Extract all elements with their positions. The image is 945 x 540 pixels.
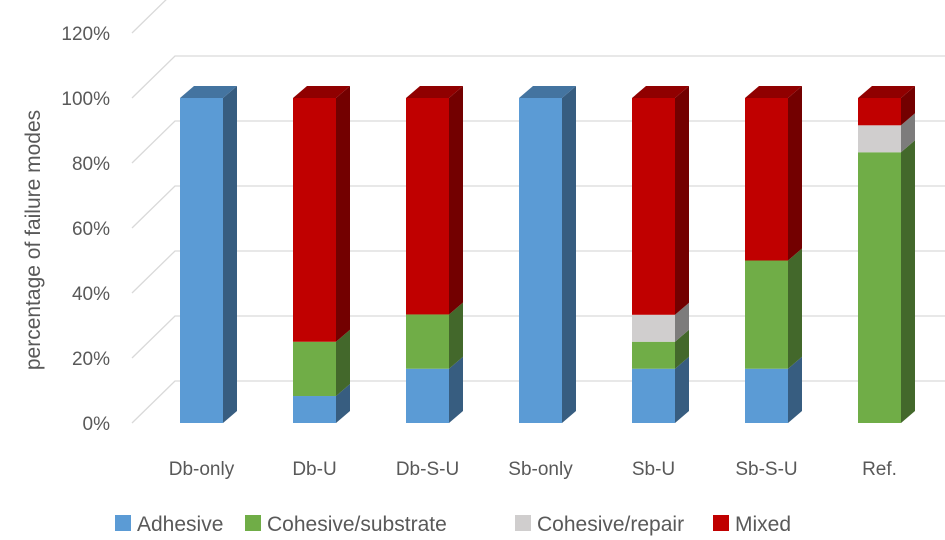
bar-side xyxy=(788,356,802,423)
bar-front xyxy=(745,98,788,261)
bar-segment xyxy=(293,329,350,397)
legend-item: Mixed xyxy=(713,513,791,536)
bar-segment xyxy=(858,113,915,153)
legend-swatch xyxy=(245,515,261,531)
bar-front xyxy=(632,314,675,342)
x-tick-label: Db-S-U xyxy=(396,459,459,480)
bar-segment xyxy=(632,329,689,369)
bar-front xyxy=(858,125,901,153)
legend-label: Mixed xyxy=(735,513,791,536)
bar-segment xyxy=(632,356,689,423)
bar-front xyxy=(406,368,449,423)
y-tick-label: 0% xyxy=(83,414,111,435)
bar-front xyxy=(745,260,788,369)
bar-top xyxy=(293,86,350,98)
legend-item: Adhesive xyxy=(115,513,223,536)
legend-label: Cohesive/repair xyxy=(537,513,684,536)
y-axis-title: percentage of failure modes xyxy=(22,110,45,370)
y-tick-label: 60% xyxy=(72,219,110,240)
bar-front xyxy=(293,98,336,342)
y-tick-labels: 0% 20% 40% 60% 80% 100% 120% xyxy=(61,24,110,435)
gridline xyxy=(131,55,945,99)
bar-segment xyxy=(745,86,802,261)
x-tick-label: Db-only xyxy=(169,459,235,480)
bar-side xyxy=(675,356,689,423)
x-tick-label: Db-U xyxy=(292,459,336,480)
legend-swatch xyxy=(713,515,729,531)
bar-segment xyxy=(745,356,802,423)
bar-segment xyxy=(632,86,689,315)
bar-front xyxy=(632,98,675,315)
bar-segment xyxy=(180,86,237,423)
bar-front xyxy=(519,98,562,423)
legend-item: Cohesive/repair xyxy=(515,513,684,536)
bar-segment xyxy=(745,248,802,369)
bar-front xyxy=(632,368,675,423)
bar-front xyxy=(632,341,675,369)
bar-segment xyxy=(858,140,915,423)
bar-front xyxy=(406,314,449,369)
bar-side xyxy=(675,302,689,342)
bar-side xyxy=(901,113,915,153)
bar-side xyxy=(449,356,463,423)
bar-side xyxy=(562,86,576,423)
bar-front xyxy=(406,98,449,315)
bar-side xyxy=(449,86,463,315)
bar-top xyxy=(519,86,576,98)
legend-swatch xyxy=(115,515,131,531)
gridline xyxy=(131,0,167,34)
bar-side xyxy=(336,86,350,342)
bar-segment xyxy=(406,356,463,423)
bar-side xyxy=(788,86,802,261)
bar-top xyxy=(406,86,463,98)
x-tick-labels: Db-only Db-U Db-S-U Sb-only Sb-U Sb-S-U Ref. xyxy=(169,459,897,480)
y-tick-label: 100% xyxy=(61,89,110,110)
bar-front xyxy=(293,341,336,397)
legend-label: Cohesive/substrate xyxy=(267,513,447,536)
x-tick-label: Sb-U xyxy=(632,459,675,480)
bar-side xyxy=(675,329,689,369)
bar-top xyxy=(180,86,237,98)
bar-front xyxy=(858,98,901,126)
bar-segment xyxy=(519,86,576,423)
y-tick-label: 120% xyxy=(61,24,110,45)
bar-segment xyxy=(406,86,463,315)
bar-segment xyxy=(406,302,463,369)
bar-front xyxy=(858,152,901,423)
bar-side xyxy=(901,86,915,126)
bar-segment xyxy=(293,86,350,342)
bar-side xyxy=(336,329,350,397)
bar-segment xyxy=(632,302,689,342)
x-tick-label: Sb-S-U xyxy=(735,459,797,480)
bar-side xyxy=(675,86,689,315)
legend-label: Adhesive xyxy=(137,513,223,536)
legend-item: Cohesive/substrate xyxy=(245,513,447,536)
legend-swatch xyxy=(515,515,531,531)
bar-top xyxy=(745,86,802,98)
bar-top xyxy=(632,86,689,98)
bar-side xyxy=(449,302,463,369)
bar-side xyxy=(223,86,237,423)
bar-side xyxy=(901,140,915,423)
bar-side xyxy=(788,248,802,369)
bar-front xyxy=(745,368,788,423)
bar-segment xyxy=(858,86,915,126)
bars xyxy=(180,86,915,423)
y-tick-label: 20% xyxy=(72,349,110,370)
legend: Adhesive Cohesive/substrate Cohesive/repai… xyxy=(115,513,791,536)
bar-top xyxy=(858,86,915,98)
x-tick-label: Ref. xyxy=(862,459,897,480)
y-tick-label: 80% xyxy=(72,154,110,175)
bar-front xyxy=(293,396,336,423)
x-tick-label: Sb-only xyxy=(508,459,573,480)
bar-side xyxy=(336,384,350,423)
bar-segment xyxy=(293,384,350,423)
bar-front xyxy=(180,98,223,423)
y-tick-label: 40% xyxy=(72,284,110,305)
